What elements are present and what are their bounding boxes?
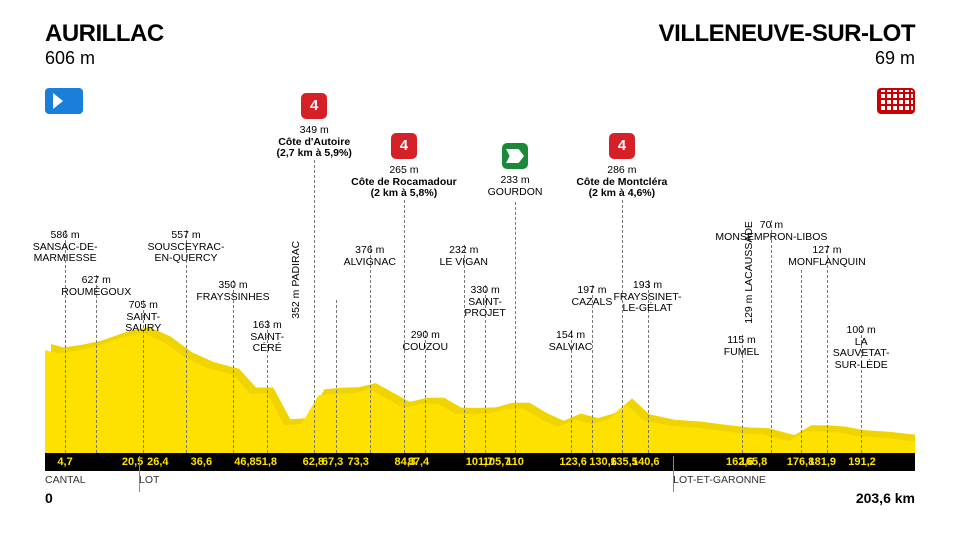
km-label: 36,6 [191, 453, 212, 471]
leader-line [515, 202, 516, 453]
km-label: 191,2 [848, 453, 876, 471]
km-label: 62,8 [303, 453, 324, 471]
km-label: 140,6 [632, 453, 660, 471]
leader-line [771, 220, 772, 453]
km-label: 110 [506, 453, 524, 471]
marker-label: 705 mSAINT-SAURY [125, 300, 161, 335]
marker-label: 350 mFRAYSSINHES [196, 280, 269, 303]
scale-bar: 0 203,6 km [45, 490, 915, 510]
marker-label: 557 mSOUSCEYRAC-EN-QUERCY [147, 230, 224, 265]
leader-line [464, 245, 465, 453]
marker-label: 352 m PADIRAC [291, 241, 303, 319]
kom-badge-icon: 4 [391, 133, 417, 159]
km-label: 73,3 [347, 453, 368, 471]
km-label: 20,5 [122, 453, 143, 471]
kom-badge-icon: 4 [609, 133, 635, 159]
region-strip: CANTAL LOT LOT-ET-GARONNE [45, 472, 915, 490]
leader-line [314, 160, 315, 453]
marker-label: 115 mFUMEL [724, 335, 760, 358]
marker-label: 233 mGOURDON [488, 175, 543, 198]
finish-city: VILLENEUVE-SUR-LOT [659, 20, 915, 48]
marker-label: 127 mMONFLANQUIN [788, 245, 866, 268]
marker-label: 197 mCAZALS [572, 285, 613, 308]
elevation-chart: 586 mSANSAC-DE-MARMIESSE627 mROUMÉGOUX70… [45, 70, 915, 510]
marker-label: 163 mSAINT-CÉRÉ [250, 320, 284, 355]
region-separator [139, 456, 140, 492]
elevation-profile: 586 mSANSAC-DE-MARMIESSE627 mROUMÉGOUX70… [45, 70, 915, 453]
region-label: LOT-ET-GARONNE [673, 474, 766, 486]
km-label: 165,8 [740, 453, 768, 471]
finish-header: VILLENEUVE-SUR-LOT 69 m [659, 20, 915, 69]
leader-line [622, 200, 623, 453]
marker-label: 100 mLASAUVETAT-SUR-LÈDE [833, 325, 890, 371]
leader-line [827, 245, 828, 453]
region-label: LOT [139, 474, 159, 486]
scale-total: 203,6 km [856, 490, 915, 506]
leader-line [233, 280, 234, 453]
marker-label: 265 mCôte de Rocamadour(2 km à 5,8%) [351, 165, 457, 200]
region-separator [673, 456, 674, 492]
marker-label: 330 mSAINT-PROJET [464, 285, 505, 320]
sprint-badge-icon [502, 143, 528, 169]
leader-line [370, 245, 371, 453]
km-strip: 4,720,526,436,646,851,862,867,373,384,38… [45, 453, 915, 471]
leader-line [404, 200, 405, 453]
km-label: 26,4 [147, 453, 168, 471]
km-label: 67,3 [322, 453, 343, 471]
km-label: 123,6 [559, 453, 587, 471]
marker-label: 193 mFRAYSSINET-LE-GÉLAT [613, 280, 681, 315]
km-label: 51,8 [256, 453, 277, 471]
marker-label: 586 mSANSAC-DE-MARMIESSE [33, 230, 98, 265]
start-header: AURILLAC 606 m [45, 20, 164, 69]
marker-label: 232 mLE VIGAN [440, 245, 488, 268]
marker-label: 70 mMONSEMPRON-LIBOS [715, 220, 827, 243]
marker-label: 627 mROUMÉGOUX [61, 275, 131, 298]
scale-zero: 0 [45, 490, 53, 506]
marker-label: 286 mCôte de Montcléra(2 km à 4,6%) [576, 165, 667, 200]
km-label: 4,7 [57, 453, 72, 471]
marker-label: 376 mALVIGNAC [344, 245, 396, 268]
leader-line [801, 270, 802, 453]
start-elev: 606 m [45, 48, 164, 69]
leader-line [592, 285, 593, 453]
start-city: AURILLAC [45, 20, 164, 48]
marker-label: 154 mSALVIAC [549, 330, 593, 353]
km-label: 46,8 [234, 453, 255, 471]
marker-label: 129 m LACAUSSADE [744, 222, 756, 325]
leader-line [96, 275, 97, 453]
region-label: CANTAL [45, 474, 86, 486]
km-label: 87,4 [408, 453, 429, 471]
finish-elev: 69 m [659, 48, 915, 69]
km-label: 181,9 [809, 453, 837, 471]
marker-label: 349 mCôte d'Autoire(2,7 km à 5,9%) [277, 125, 352, 160]
kom-badge-icon: 4 [301, 93, 327, 119]
leader-line [336, 300, 337, 453]
marker-label: 290 mCOUZOU [403, 330, 449, 353]
